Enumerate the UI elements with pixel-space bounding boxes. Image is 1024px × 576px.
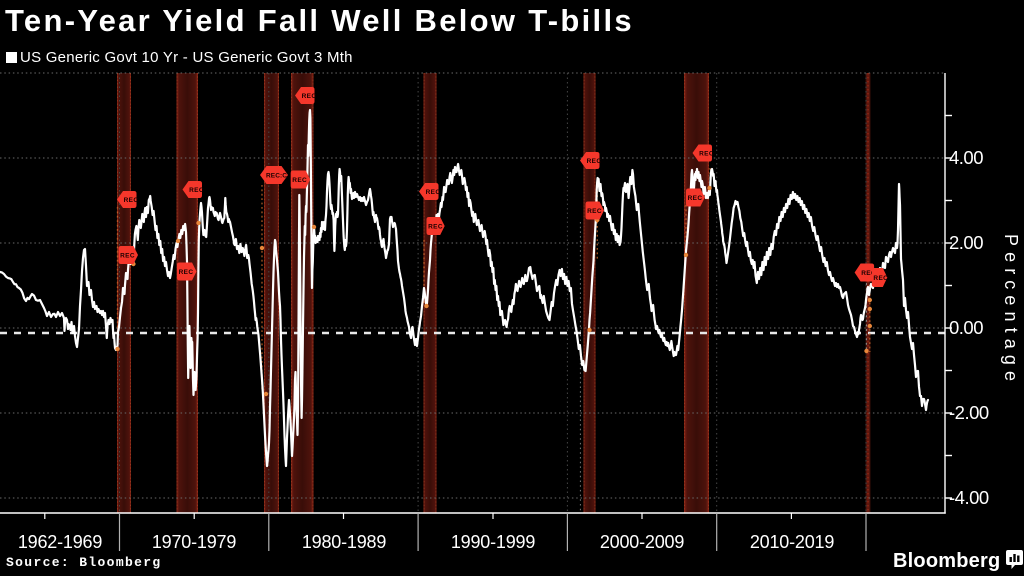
svg-text:REC:C: REC:C <box>266 173 287 180</box>
svg-text:REC: REC <box>688 195 703 202</box>
svg-text:REC: REC <box>873 275 888 282</box>
svg-text:REC: REC <box>861 270 876 277</box>
svg-text:REC: REC <box>587 208 602 215</box>
svg-text:REC: REC <box>120 253 135 260</box>
svg-text:REC: REC <box>699 151 714 158</box>
svg-text:REC: REC <box>189 187 204 194</box>
svg-text:REC: REC <box>428 224 443 231</box>
svg-text:REC: REC <box>124 197 139 204</box>
svg-text:REC: REC <box>302 93 317 100</box>
svg-text:REC: REC <box>292 177 307 184</box>
svg-text:REC: REC <box>179 269 194 276</box>
svg-text:REC: REC <box>426 189 441 196</box>
svg-text:REC: REC <box>587 158 602 165</box>
